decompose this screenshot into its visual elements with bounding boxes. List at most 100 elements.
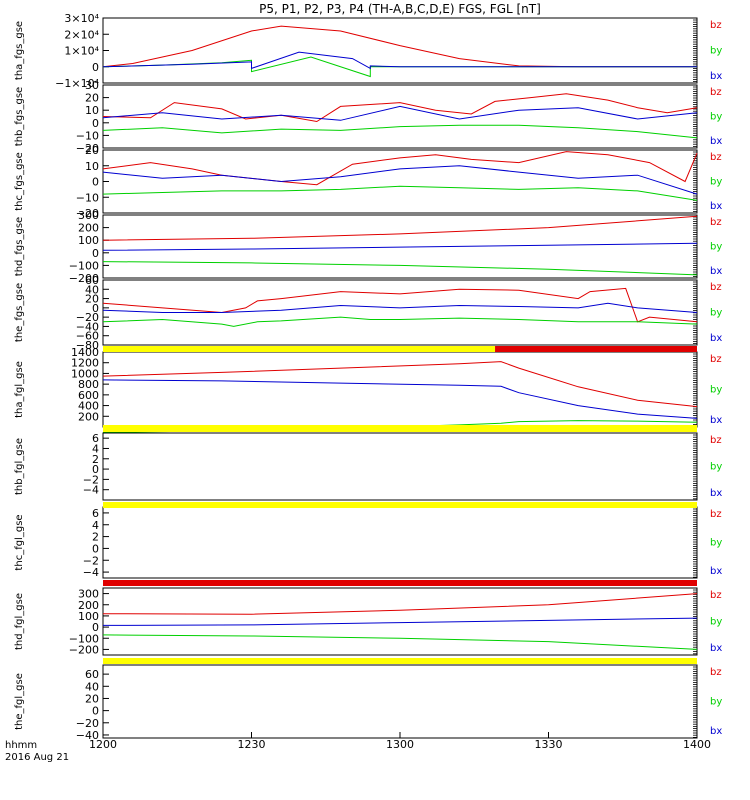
y-tick-label: 3×10⁴: [64, 12, 99, 25]
y-tick-label: 1200: [71, 357, 99, 370]
y-tick-label: 20: [85, 692, 99, 705]
panel-frame: [102, 351, 698, 428]
legend-label-by: by: [710, 697, 722, 708]
legend-label-bx: bx: [710, 333, 722, 344]
y-tick-label: 6: [92, 507, 99, 520]
y-tick-label: 0: [92, 176, 99, 189]
y-axis-label: thc_fgl_gse: [14, 514, 25, 570]
legend-label-bx: bx: [710, 488, 722, 499]
series-by: [102, 185, 698, 201]
legend-label-bz: bz: [710, 667, 722, 678]
y-tick-label: −2: [83, 473, 99, 486]
y-tick-label: 0: [92, 542, 99, 555]
legend-label-by: by: [710, 177, 722, 188]
y-tick-label: 800: [78, 378, 99, 391]
legend-label-bx: bx: [710, 415, 722, 426]
y-tick-label: 100: [78, 234, 99, 247]
y-tick-label: −10: [76, 191, 99, 204]
x-tick-label: 1200: [89, 738, 117, 751]
y-axis-label: thc_fgs_gse: [14, 152, 25, 211]
panel-frame: [102, 432, 698, 501]
y-tick-label: 0: [92, 463, 99, 476]
y-tick-label: 30: [85, 79, 99, 92]
legend-label-bx: bx: [710, 266, 722, 277]
legend-label-by: by: [710, 617, 722, 628]
y-tick-label: 20: [85, 144, 99, 157]
series-bz: [102, 25, 697, 68]
legend-label-by: by: [710, 112, 722, 123]
y-tick-label: 600: [78, 389, 99, 402]
y-tick-label: 20: [85, 92, 99, 105]
legend-label-bz: bz: [710, 87, 722, 98]
x-tick-label: 1300: [386, 738, 414, 751]
series-bz: [102, 93, 698, 123]
x-tick-label: 1230: [238, 738, 266, 751]
series-bx: [102, 617, 698, 626]
y-tick-label: 0: [92, 247, 99, 260]
series-bx: [102, 51, 697, 70]
legend-label-by: by: [710, 308, 722, 319]
y-axis-label: thb_fgl_gse: [14, 438, 25, 495]
legend-label-bz: bz: [710, 590, 722, 601]
y-axis-label: tha_fgl_gse: [14, 361, 25, 418]
legend-label-bx: bx: [710, 566, 722, 577]
legend-label-bz: bz: [710, 217, 722, 228]
y-tick-label: −4: [83, 566, 99, 579]
y-tick-label: −1×10⁴: [55, 77, 99, 90]
y-tick-label: −10: [76, 129, 99, 142]
y-tick-label: 1000: [71, 367, 99, 380]
y-tick-label: 400: [78, 400, 99, 413]
y-tick-label: −2: [83, 554, 99, 567]
y-tick-label: 1×10⁴: [64, 45, 99, 58]
x-axis-label-hhmm: hhmm: [5, 740, 37, 751]
y-tick-label: 4: [92, 519, 99, 532]
legend-label-by: by: [710, 242, 722, 253]
panel-frame: [102, 149, 698, 214]
y-tick-label: 300: [78, 209, 99, 222]
legend-label-bz: bz: [710, 152, 722, 163]
series-bz: [102, 361, 698, 408]
status-bar-segment: [103, 580, 697, 586]
status-bar-segment: [103, 425, 697, 432]
y-tick-label: −20: [76, 311, 99, 324]
series-bx: [102, 302, 698, 313]
y-tick-label: 200: [78, 222, 99, 235]
series-bx: [102, 165, 698, 195]
y-axis-label: thb_fgs_gse: [14, 87, 25, 146]
y-tick-label: −200: [69, 643, 99, 656]
status-bar-segment: [103, 502, 697, 508]
status-bar-segment: [103, 658, 697, 664]
series-by: [102, 316, 698, 327]
series-by: [102, 124, 698, 139]
y-tick-label: 6: [92, 432, 99, 445]
panel-frame: [102, 587, 698, 656]
y-tick-label: 0: [92, 61, 99, 74]
y-tick-label: −80: [76, 339, 99, 352]
plot-title: P5, P1, P2, P3, P4 (TH-A,B,C,D,E) FGS, F…: [259, 2, 541, 16]
status-bars-group: [103, 346, 697, 664]
series-bz: [102, 215, 698, 241]
y-tick-label: 10: [85, 104, 99, 117]
legend-label-by: by: [710, 385, 722, 396]
y-tick-label: −100: [69, 259, 99, 272]
panel-frame: [102, 664, 698, 739]
series-bx: [102, 105, 698, 121]
y-tick-label: 0: [92, 621, 99, 634]
panel-frame: [102, 84, 698, 149]
y-tick-label: 2×10⁴: [64, 28, 99, 41]
y-tick-label: 200: [78, 599, 99, 612]
y-tick-label: −100: [69, 632, 99, 645]
y-tick-label: −20: [76, 207, 99, 220]
legend-label-bx: bx: [710, 643, 722, 654]
time-axis: 1200 1230 1300 1330 1400: [89, 732, 711, 751]
panel-tha_fgs_gse: 3×10⁴ 2×10⁴ 1×10⁴ 0 −1×10⁴ tha_fgs_gse bz by bx: [14, 12, 722, 90]
y-tick-label: 1400: [71, 346, 99, 359]
y-tick-label: 10: [85, 160, 99, 173]
y-tick-label: 60: [85, 274, 99, 287]
y-tick-label: −4: [83, 484, 99, 497]
x-tick-label: 1330: [535, 738, 563, 751]
